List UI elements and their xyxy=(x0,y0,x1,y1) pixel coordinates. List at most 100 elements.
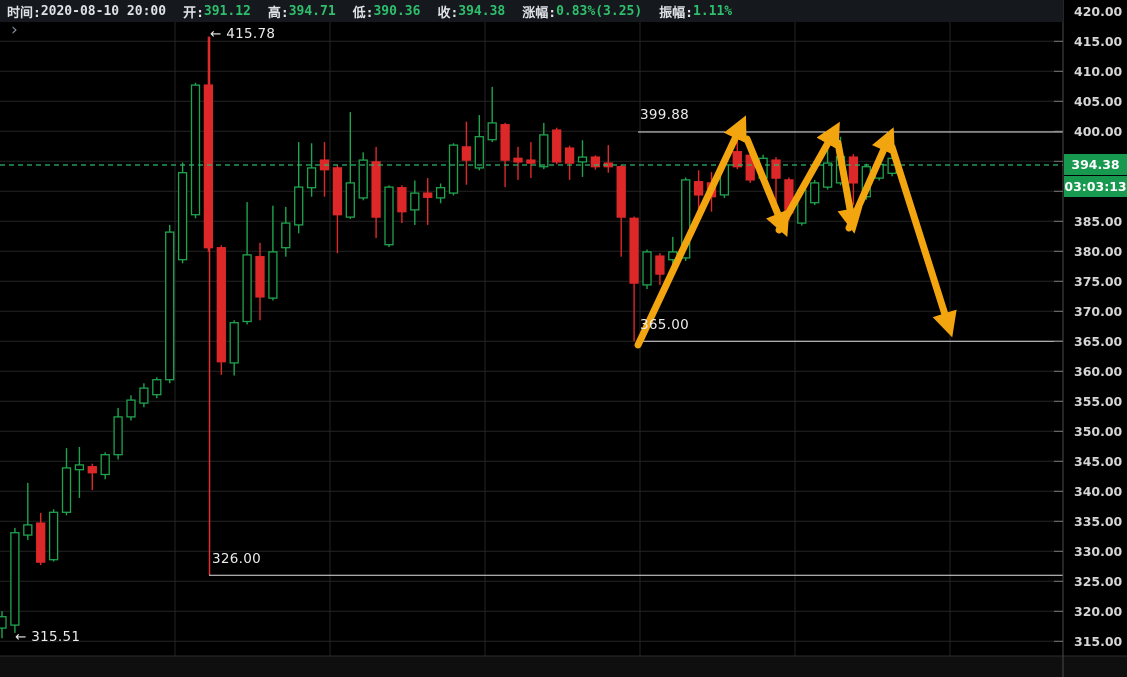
candle-body xyxy=(216,247,226,363)
tick-label: 380.00 xyxy=(1074,244,1123,259)
tick-label: 345.00 xyxy=(1074,454,1123,469)
tick-label: 340.00 xyxy=(1074,484,1123,499)
info-field-open: 开: 391.12 xyxy=(183,2,251,21)
candle-body xyxy=(822,162,833,188)
candle-body xyxy=(616,166,626,218)
candle-body xyxy=(642,251,652,286)
tick-label: 350.00 xyxy=(1074,424,1123,439)
candle-body xyxy=(229,322,239,364)
ohlc-info-bar: 时间: 2020-08-10 20:00 开: 391.12 高: 394.71… xyxy=(0,0,1063,22)
candle-body xyxy=(423,192,433,198)
gridlines xyxy=(0,10,1063,656)
candle-body xyxy=(139,387,149,404)
candle-body xyxy=(358,159,368,199)
candle-body xyxy=(771,159,781,179)
candle-body xyxy=(474,136,484,169)
support-level-label: 365.00 xyxy=(640,317,690,333)
current-price-badge: 394.38 xyxy=(1064,154,1127,175)
tick-label: 330.00 xyxy=(1074,544,1123,559)
low-label: 低: xyxy=(352,5,374,21)
time-axis[interactable] xyxy=(0,656,1127,677)
candle-body xyxy=(435,187,446,199)
candle-body xyxy=(294,186,304,226)
trend-arrow xyxy=(888,143,957,338)
candle-body xyxy=(61,467,72,513)
high-label: 高: xyxy=(267,5,289,21)
tick-label: 370.00 xyxy=(1074,304,1123,319)
amplitude-value: 1.11% xyxy=(693,3,733,19)
candle-body xyxy=(564,147,575,164)
candle-body xyxy=(848,156,859,184)
candle-body xyxy=(448,144,459,194)
candles xyxy=(0,36,897,639)
tick-label: 405.00 xyxy=(1074,94,1123,109)
candle-body xyxy=(87,466,97,474)
tick-label: 355.00 xyxy=(1074,394,1123,409)
candle-body xyxy=(165,231,175,381)
price-axis[interactable] xyxy=(1063,0,1127,656)
time-axis-strip xyxy=(0,656,1127,677)
candle-body xyxy=(332,167,343,216)
session-low-marker: ← 315.51 xyxy=(15,629,81,645)
tick-label: 320.00 xyxy=(1074,604,1123,619)
candle-body xyxy=(113,416,123,456)
tick-label: 325.00 xyxy=(1074,574,1123,589)
candle-body xyxy=(345,182,355,218)
trend-arrows[interactable] xyxy=(634,115,957,349)
candle-body xyxy=(655,255,665,275)
candle-body xyxy=(268,251,278,299)
trend-arrow xyxy=(743,135,790,237)
candle-countdown-badge: 03:03:13 xyxy=(1064,176,1127,197)
tick-label: 335.00 xyxy=(1074,514,1123,529)
candle-body xyxy=(693,181,704,196)
candle-body xyxy=(577,156,588,163)
lower-support-level-label: 326.00 xyxy=(212,551,262,567)
candle-body xyxy=(242,254,252,323)
tick-label: 410.00 xyxy=(1074,64,1123,79)
candle-body xyxy=(371,161,381,218)
tick-label: 420.00 xyxy=(1074,4,1123,19)
tick-label: 315.00 xyxy=(1074,634,1123,649)
info-field-close: 收: 394.38 xyxy=(437,2,505,21)
candle-body xyxy=(36,522,46,563)
change-value: 0.83%(3.25) xyxy=(556,3,643,19)
low-value: 390.36 xyxy=(373,3,421,19)
candle-body xyxy=(74,464,85,471)
tick-label: 375.00 xyxy=(1074,274,1123,289)
change-label: 涨幅: xyxy=(522,5,557,21)
candle-body xyxy=(306,167,317,189)
candle-body xyxy=(397,187,407,213)
candle-body xyxy=(10,532,20,626)
resistance-level-label: 399.88 xyxy=(640,107,690,123)
expand-chevron-icon[interactable]: › xyxy=(11,20,18,40)
candle-body xyxy=(152,379,162,396)
candle-body xyxy=(255,256,265,298)
info-field-high: 高: 394.71 xyxy=(268,2,336,21)
candle-body xyxy=(487,122,497,141)
candle-body xyxy=(500,124,510,161)
candle-body xyxy=(629,217,639,284)
tick-label: 415.00 xyxy=(1074,34,1123,49)
amplitude-label: 振幅: xyxy=(659,5,693,21)
candle-body xyxy=(48,511,59,561)
candle-body xyxy=(526,159,536,164)
candle-body xyxy=(539,134,549,168)
candle-body xyxy=(513,157,523,163)
time-label: 时间: xyxy=(7,5,41,21)
candle-body xyxy=(23,524,33,536)
candle-body xyxy=(810,182,820,204)
candle-body xyxy=(410,192,420,211)
trend-arrow xyxy=(845,127,895,232)
candle-body xyxy=(384,186,394,246)
info-field-low: 低: 390.36 xyxy=(353,2,421,21)
tick-label: 360.00 xyxy=(1074,364,1123,379)
session-high-marker: ← 415.78 xyxy=(210,26,276,42)
candle-body xyxy=(126,399,136,418)
high-value: 394.71 xyxy=(288,3,336,19)
trend-arrow xyxy=(634,115,747,349)
open-label: 开: xyxy=(183,5,204,21)
candle-body xyxy=(0,616,7,629)
tick-label: 400.00 xyxy=(1074,124,1123,139)
